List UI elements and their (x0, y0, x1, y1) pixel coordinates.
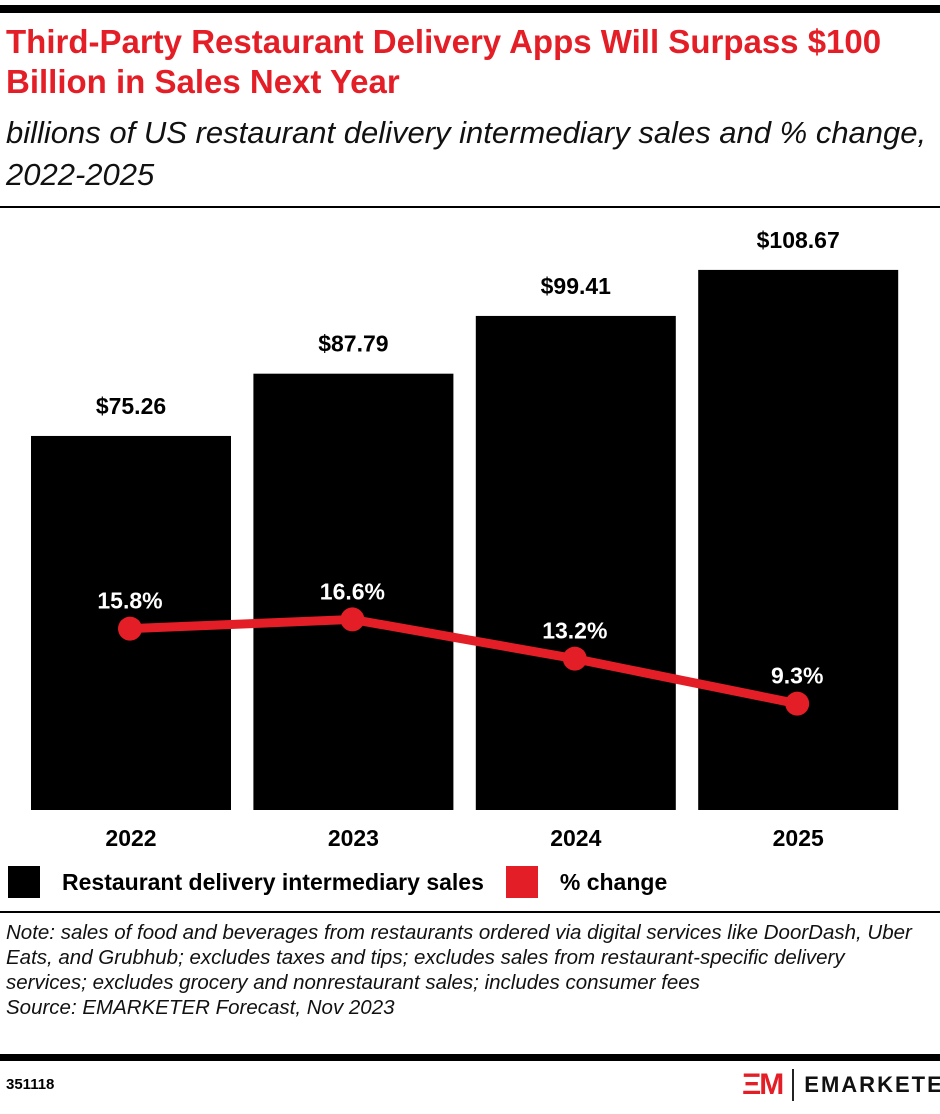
x-tick-label: 2023 (328, 825, 379, 851)
chart-id: 351118 (6, 1076, 55, 1093)
note-text: Note: sales of food and beverages from r… (6, 921, 912, 994)
x-tick-label: 2025 (773, 825, 824, 851)
legend-swatch-change (505, 866, 538, 898)
bar-value-label: $75.26 (96, 393, 166, 419)
legend-label-sales: Restaurant delivery intermediary sales (62, 868, 484, 895)
x-tick-label: 2022 (105, 825, 156, 851)
chart: $75.26 2022 $87.79 2023 $99.41 2024 $108.67 202… (31, 227, 899, 851)
bar-value-label: $99.41 (541, 273, 612, 299)
change-value-label: 15.8% (97, 588, 162, 614)
divider (0, 206, 940, 208)
notes: Note: sales of food and beverages from r… (6, 920, 926, 1020)
top-bar (0, 5, 940, 13)
emarketer-logo: ΞM EMARKETER (742, 1068, 940, 1102)
chart-title: Third-Party Restaurant Delivery Apps Wil… (6, 23, 882, 100)
change-point (785, 691, 810, 716)
x-tick-label: 2024 (550, 825, 601, 851)
change-value-label: 16.6% (320, 578, 385, 604)
bar (698, 269, 899, 810)
logo-mark: ΞM (742, 1068, 784, 1101)
change-point (562, 646, 587, 671)
change-point (340, 607, 365, 632)
change-point (118, 616, 142, 641)
legend-swatch-sales (8, 866, 40, 898)
bar (253, 373, 454, 810)
bar (475, 315, 676, 810)
change-line (129, 614, 799, 709)
change-value-label: 13.2% (542, 618, 607, 644)
source-text: Source: EMARKETER Forecast, Nov 2023 (6, 996, 395, 1019)
divider (0, 911, 940, 913)
logo-brand: EMARKETER (804, 1072, 940, 1097)
legend: Restaurant delivery intermediary sales %… (8, 866, 667, 898)
change-value-label: 9.3% (771, 663, 823, 689)
bottom-bar (0, 1054, 940, 1061)
legend-label-change: % change (559, 868, 668, 895)
bar-value-label: $108.67 (757, 227, 840, 253)
logo-separator (792, 1069, 795, 1101)
bar-value-label: $87.79 (318, 331, 388, 357)
chart-subtitle: billions of US restaurant delivery inter… (6, 115, 927, 192)
